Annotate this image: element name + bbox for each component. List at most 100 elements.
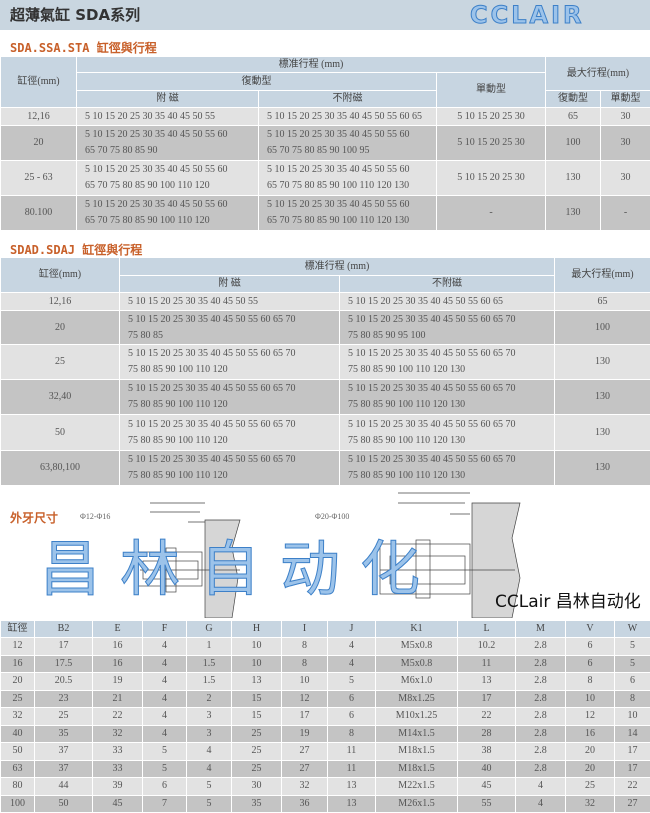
cell-f: 4 — [143, 638, 187, 656]
cell-i: 8 — [282, 655, 328, 673]
bore-cell: 20 — [1, 311, 120, 345]
cell-j: 13 — [328, 778, 376, 796]
single-strokes-cell: - — [437, 196, 546, 231]
cell-b2: 25 — [35, 708, 93, 726]
cell-e: 16 — [93, 655, 143, 673]
mag-strokes-cell: 5 10 15 20 25 30 35 40 45 50 55 60 65 70… — [120, 415, 340, 451]
cell-i: 17 — [282, 708, 328, 726]
cell-l: 38 — [458, 743, 516, 761]
cell-e: 33 — [93, 743, 143, 761]
cell-k1: M22x1.5 — [376, 778, 458, 796]
cell-h: 10 — [232, 638, 282, 656]
bore-cell: 25 — [1, 345, 120, 380]
cell-k1: M18x1.5 — [376, 743, 458, 761]
t2-heading: SDAD.SDAJ 缸徑與行程 — [10, 241, 142, 258]
mag-strokes-cell: 5 10 15 20 25 30 35 40 45 50 55 60 65 70… — [120, 345, 340, 380]
max-single-cell: - — [601, 196, 650, 231]
cell-k1: M14x1.5 — [376, 725, 458, 743]
stroke-line: 5 10 15 20 25 30 35 40 45 50 55 60 65 70 — [128, 381, 339, 397]
cell-l: 22 — [458, 708, 516, 726]
cell-w: 17 — [615, 743, 650, 761]
h-nomag: 不附磁 — [340, 276, 555, 293]
cell-f: 4 — [143, 655, 187, 673]
cell-b2: 17.5 — [35, 655, 93, 673]
bore-cell: 12,16 — [1, 108, 77, 126]
stroke-line: 5 10 15 20 25 30 35 40 45 50 55 60 65 70 — [128, 417, 339, 433]
h-max-single: 單動型 — [601, 91, 650, 108]
cell-l: 10.2 — [458, 638, 516, 656]
title-bar: 超薄氣缸 SDA系列 CCLAIR — [0, 0, 650, 30]
stroke-line: 5 10 15 20 25 30 35 40 45 50 55 60 65 — [348, 294, 554, 310]
stroke-line: 5 10 15 20 25 30 35 40 45 50 55 60 65 70 — [128, 452, 339, 468]
bore-cell: 50 — [1, 415, 120, 451]
cell-m: 2.8 — [516, 638, 566, 656]
col-header: I — [282, 621, 328, 638]
stroke-line: 75 80 85 90 100 110 120 130 — [348, 433, 554, 449]
cell-e: 39 — [93, 778, 143, 796]
cell-f: 4 — [143, 673, 187, 691]
h-mag: 附 磁 — [120, 276, 340, 293]
cell-j: 4 — [328, 638, 376, 656]
cell-v: 20 — [566, 760, 615, 778]
cell-i: 32 — [282, 778, 328, 796]
stroke-line: 5 10 15 20 25 30 35 40 45 50 55 60 — [85, 162, 258, 178]
cell-w: 5 — [615, 638, 650, 656]
cell-g: 1 — [187, 638, 232, 656]
stroke-line: 5 10 15 20 25 30 35 40 45 50 55 — [85, 109, 258, 125]
bore-cell: 80.100 — [1, 196, 77, 231]
h-max: 最大行程(mm) — [546, 57, 650, 91]
cell-m: 2.8 — [516, 655, 566, 673]
cell-v: 32 — [566, 795, 615, 813]
single-strokes-cell: 5 10 15 20 25 30 — [437, 126, 546, 161]
stroke-line: 5 10 15 20 25 30 35 40 45 50 55 60 65 70 — [348, 452, 554, 468]
col-header: H — [232, 621, 282, 638]
stroke-line: 5 10 15 20 25 30 35 40 45 50 55 60 — [267, 127, 436, 143]
max-single-cell: 30 — [601, 161, 650, 196]
cell-j: 4 — [328, 655, 376, 673]
stroke-line: 5 10 15 20 25 30 35 40 45 50 55 60 65 70 — [128, 346, 339, 362]
cell-v: 12 — [566, 708, 615, 726]
bore-cell: 25 - 63 — [1, 161, 77, 196]
cell-l: 45 — [458, 778, 516, 796]
stroke-line: 65 70 75 80 85 90 100 110 120 — [85, 178, 258, 194]
max-stroke-cell: 100 — [555, 311, 650, 345]
cell-h: 13 — [232, 673, 282, 691]
h-mag: 附 磁 — [77, 91, 259, 108]
cell-g: 3 — [187, 708, 232, 726]
nomag-strokes-cell: 5 10 15 20 25 30 35 40 45 50 55 60 65 — [340, 293, 555, 311]
cell-j: 13 — [328, 795, 376, 813]
cell-v: 16 — [566, 725, 615, 743]
cell-j: 6 — [328, 708, 376, 726]
cell-e: 16 — [93, 638, 143, 656]
cell-b2: 37 — [35, 743, 93, 761]
cell-缸徑: 12 — [1, 638, 35, 656]
cell-i: 36 — [282, 795, 328, 813]
cell-j: 5 — [328, 673, 376, 691]
stroke-line: 5 10 15 20 25 30 35 40 45 50 55 60 — [85, 197, 258, 213]
cell-b2: 50 — [35, 795, 93, 813]
max-double-cell: 130 — [546, 161, 601, 196]
col-header: B2 — [35, 621, 93, 638]
cell-v: 20 — [566, 743, 615, 761]
h-nomag: 不附磁 — [259, 91, 437, 108]
h-bore: 缸徑(mm) — [1, 57, 77, 108]
cell-缸徑: 63 — [1, 760, 35, 778]
stroke-line: 75 80 85 90 100 110 120 130 — [348, 362, 554, 378]
stroke-line: 65 70 75 80 85 90 100 95 — [267, 143, 436, 159]
bore-cell: 12,16 — [1, 293, 120, 311]
cell-j: 11 — [328, 760, 376, 778]
